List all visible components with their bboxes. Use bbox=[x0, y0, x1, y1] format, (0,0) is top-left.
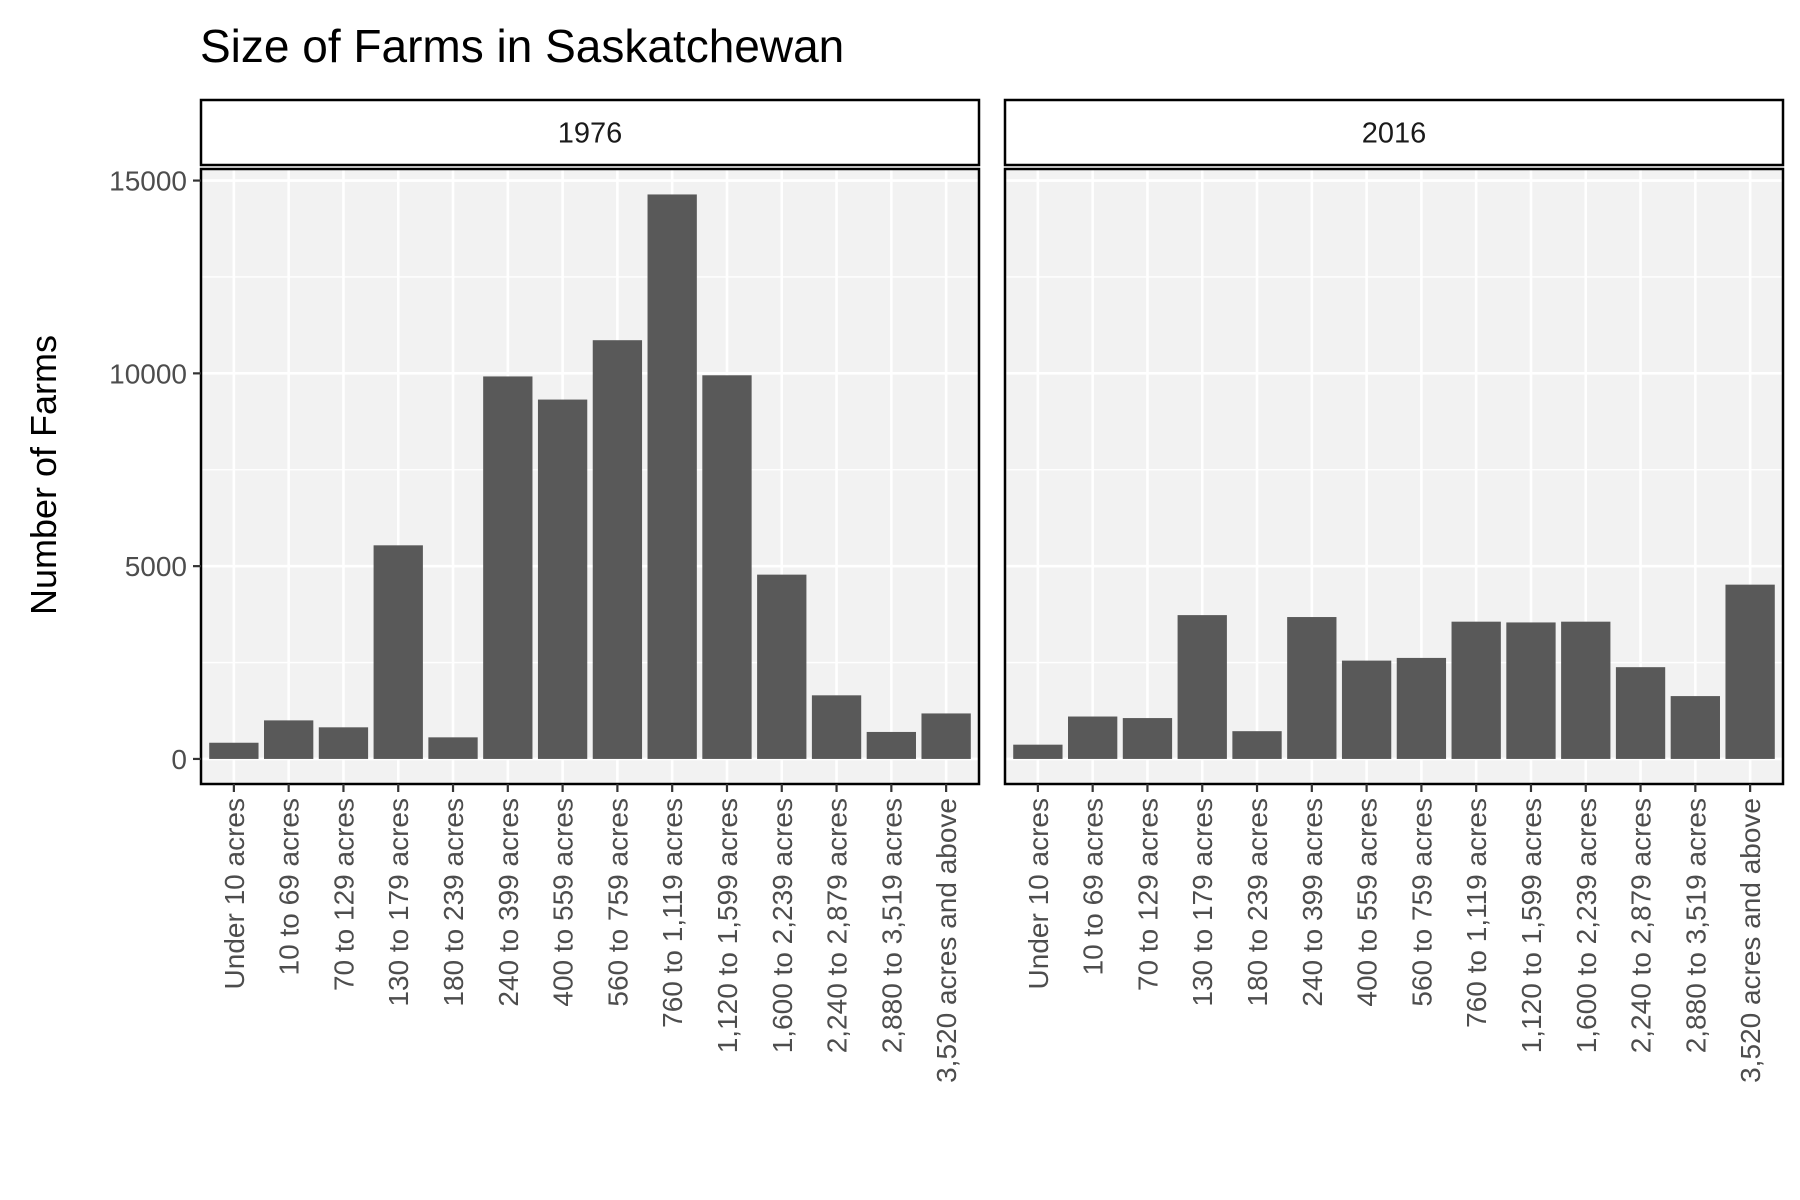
x-axis-2016: Under 10 acres 10 to 69 acres 70 to 129 ac… bbox=[1023, 784, 1766, 1083]
x-axis-1976: Under 10 acres 10 to 69 acres 70 to 129 ac… bbox=[219, 784, 962, 1083]
plot-background bbox=[201, 169, 979, 784]
x-tick-label: 240 to 399 acres bbox=[1297, 798, 1328, 1007]
y-tick-label: 10000 bbox=[109, 358, 187, 389]
facet-strip bbox=[1003, 98, 1785, 167]
x-tick-label: 3,520 acres and above bbox=[1735, 798, 1766, 1083]
x-tick-label: Under 10 acres bbox=[1023, 798, 1054, 989]
bar-1976-10 bbox=[757, 574, 807, 759]
x-tick-label: 1,120 to 1,599 acres bbox=[1516, 798, 1547, 1053]
x-tick-label: 400 to 559 acres bbox=[548, 798, 579, 1007]
bar-2016-3 bbox=[1177, 615, 1227, 759]
chart-title: Size of Farms in Saskatchewan bbox=[200, 20, 844, 72]
x-tick-label: 180 to 239 acres bbox=[438, 798, 469, 1007]
x-tick-label: 560 to 759 acres bbox=[602, 798, 633, 1007]
x-tick-label: 760 to 1,119 acres bbox=[1461, 798, 1492, 1028]
x-tick-label: 2,880 to 3,519 acres bbox=[876, 798, 907, 1053]
bar-1976-13 bbox=[921, 713, 971, 759]
y-tick-label: 5000 bbox=[125, 551, 187, 582]
bar-1976-3 bbox=[373, 545, 423, 759]
bar-1976-7 bbox=[592, 340, 643, 759]
x-tick-label: 10 to 69 acres bbox=[274, 798, 305, 975]
bar-2016-10 bbox=[1561, 621, 1611, 759]
panel-border bbox=[1003, 167, 1785, 786]
x-tick-label: 3,520 acres and above bbox=[931, 798, 962, 1083]
bar-1976-9 bbox=[702, 375, 752, 759]
facet-strip bbox=[199, 98, 981, 167]
bar-2016-7 bbox=[1396, 657, 1447, 759]
bar-1976-8 bbox=[647, 194, 697, 759]
bar-1976-1 bbox=[264, 720, 314, 759]
x-tick-label: 70 to 129 acres bbox=[1132, 798, 1163, 991]
bars bbox=[1013, 584, 1775, 759]
x-tick-label: 400 to 559 acres bbox=[1352, 798, 1383, 1007]
bar-2016-2 bbox=[1122, 718, 1173, 759]
x-tick-label: 560 to 759 acres bbox=[1406, 798, 1437, 1007]
bar-2016-1 bbox=[1068, 716, 1118, 759]
x-tick-label: 130 to 179 acres bbox=[1187, 798, 1218, 1007]
y-axis: 0 5000 10000 15000 bbox=[109, 166, 201, 775]
bar-2016-13 bbox=[1725, 584, 1775, 759]
bar-1976-0 bbox=[209, 742, 259, 759]
x-tick-label: 2,240 to 2,879 acres bbox=[1626, 798, 1657, 1053]
x-tick-label: 1,120 to 1,599 acres bbox=[712, 798, 743, 1053]
bar-2016-6 bbox=[1341, 660, 1392, 759]
panels-group: 1976 Under 10 acres 10 to 69 acres 70 to 12… bbox=[199, 98, 1785, 1083]
x-tick-label: Under 10 acres bbox=[219, 798, 250, 989]
x-tick-label: 1,600 to 2,239 acres bbox=[1571, 798, 1602, 1053]
y-tick-label: 15000 bbox=[109, 166, 187, 197]
x-tick-label: 240 to 399 acres bbox=[493, 798, 524, 1007]
x-tick-label: 130 to 179 acres bbox=[383, 798, 414, 1007]
panel-border bbox=[199, 167, 981, 786]
x-tick-label: 180 to 239 acres bbox=[1242, 798, 1273, 1007]
bar-1976-4 bbox=[428, 737, 478, 759]
x-tick-label: 70 to 129 acres bbox=[328, 798, 359, 991]
x-tick-label: 2,880 to 3,519 acres bbox=[1680, 798, 1711, 1053]
bar-2016-9 bbox=[1506, 622, 1556, 759]
bars bbox=[209, 194, 971, 759]
bar-2016-0 bbox=[1013, 744, 1063, 759]
bar-1976-2 bbox=[318, 727, 369, 759]
bar-1976-11 bbox=[811, 695, 862, 759]
bar-2016-5 bbox=[1287, 617, 1337, 759]
bar-2016-8 bbox=[1451, 621, 1501, 759]
x-tick-label: 2,240 to 2,879 acres bbox=[822, 798, 853, 1053]
x-tick-label: 1,600 to 2,239 acres bbox=[767, 798, 798, 1053]
gridlines bbox=[201, 169, 979, 784]
bar-1976-12 bbox=[866, 731, 916, 759]
plot-background bbox=[1005, 169, 1783, 784]
bar-2016-12 bbox=[1670, 696, 1720, 759]
x-tick-label: 10 to 69 acres bbox=[1078, 798, 1109, 975]
bar-1976-6 bbox=[537, 399, 588, 759]
facet-strip-label: 2016 bbox=[1362, 118, 1427, 150]
bar-2016-4 bbox=[1232, 731, 1282, 759]
y-tick-label: 0 bbox=[171, 744, 187, 775]
bar-2016-11 bbox=[1615, 667, 1666, 759]
x-tick-label: 760 to 1,119 acres bbox=[657, 798, 688, 1028]
panel-1976: 1976 Under 10 acres 10 to 69 acres 70 to 12… bbox=[199, 98, 981, 1083]
y-axis-label: Number of Farms bbox=[23, 335, 64, 615]
facet-strip-label: 1976 bbox=[558, 118, 623, 150]
panel-2016: 2016 Under 10 acres 10 to 69 acres 70 to 12… bbox=[1003, 98, 1785, 1083]
bar-1976-5 bbox=[483, 376, 533, 759]
